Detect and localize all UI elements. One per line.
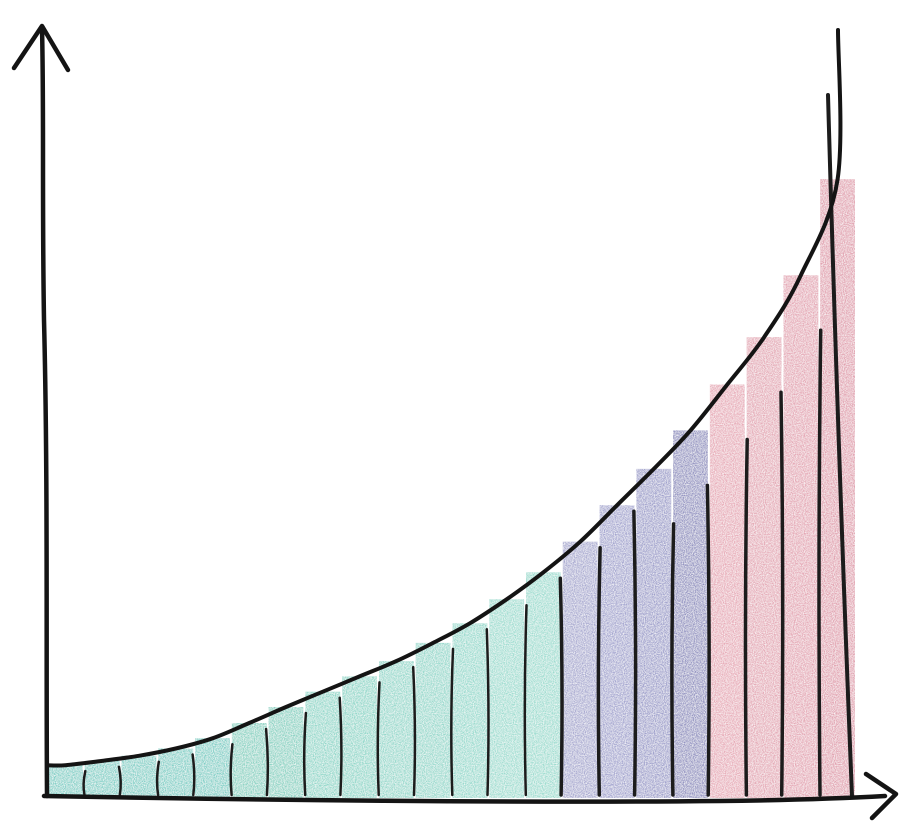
growth-curve [45,28,843,768]
area-strips [48,179,855,798]
x-axis [41,793,888,804]
strip-divider [264,727,270,797]
y-axis-arrow [11,23,71,73]
strip-divider [596,545,602,797]
area-strip [268,707,304,798]
strip-divider [155,760,161,797]
area-right-edge [826,93,854,798]
strip-divider [117,765,122,797]
area-strip [599,505,635,798]
strip-divider [376,681,381,797]
area-strip [121,755,157,798]
strip-dividers [82,93,854,798]
area-strip [709,384,745,798]
area-strip [489,599,525,798]
area-strip [379,661,414,798]
area-strip [562,541,598,798]
area-strip [526,572,561,798]
area-strip [636,468,672,798]
area-strip [231,723,267,798]
strip-divider [558,576,564,797]
strip-divider [743,437,749,797]
area-strip [305,691,341,798]
strip-divider [523,604,528,797]
strip-divider [779,390,785,797]
area-strip [158,748,194,798]
strip-divider [411,665,417,797]
axes [11,23,899,821]
strip-divider [302,711,308,797]
strip-divider [485,628,490,797]
strip-divider [817,328,823,797]
strip-divider [82,769,87,797]
area-strip [342,676,377,798]
strip-divider [632,509,638,797]
strip-divider [450,647,455,797]
strip-divider [191,753,196,797]
strip-divider [338,696,343,797]
area-strip [746,337,782,798]
area-strip [84,760,120,798]
area-strip [415,642,451,798]
area-strip [195,738,230,798]
y-axis [39,25,50,799]
x-axis-arrow [863,771,899,821]
area-strip [48,765,83,798]
strip-divider [705,483,711,797]
area-strip [783,275,819,798]
strip-divider [670,522,676,797]
strip-divider [229,743,234,797]
area-strip [673,430,708,798]
area-strip [452,623,488,798]
